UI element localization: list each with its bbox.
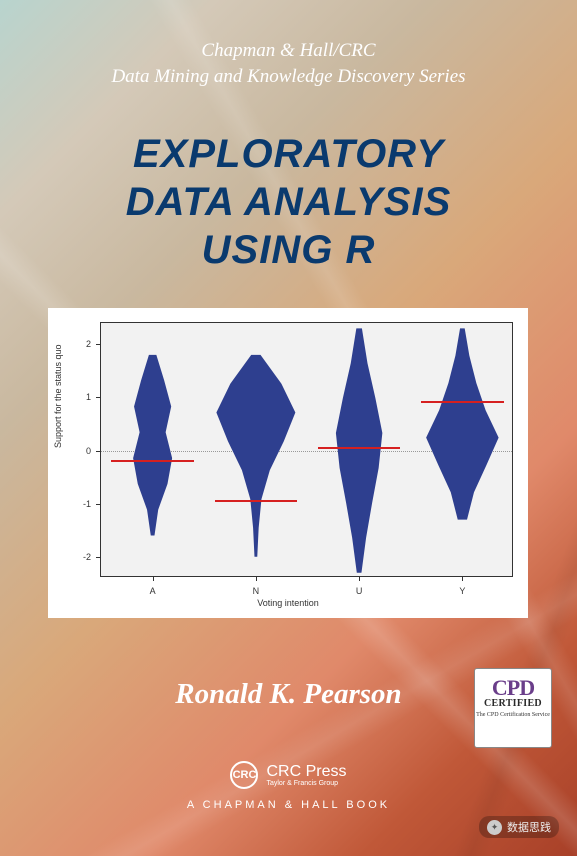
y-tick-label: -2 (83, 552, 91, 562)
violin-shape (101, 323, 514, 578)
y-tick-label: -1 (83, 499, 91, 509)
x-tick-label: A (150, 586, 156, 596)
wechat-icon: ✦ (487, 820, 502, 835)
x-tick-label: Y (459, 586, 465, 596)
crc-logo-circle: CRC (230, 761, 258, 789)
chart-xlabel: Voting intention (48, 598, 528, 608)
watermark-label: 数据思践 (507, 819, 551, 835)
taylor-francis-label: Taylor & Francis Group (266, 780, 346, 787)
cpd-badge: CPD CERTIFIED The CPD Certification Serv… (474, 668, 552, 748)
series-line-2: Data Mining and Knowledge Discovery Seri… (0, 66, 577, 88)
series-line-1: Chapman & Hall/CRC (0, 40, 577, 62)
title-line-1: EXPLORATORY (0, 130, 577, 178)
median-line (421, 401, 504, 403)
publisher-block: CRC CRC Press Taylor & Francis Group A C… (0, 761, 577, 811)
violin-chart: Support for the status quo Voting intent… (48, 308, 528, 618)
chapman-hall-label: A CHAPMAN & HALL BOOK (0, 799, 577, 811)
chart-ylabel: Support for the status quo (53, 344, 63, 448)
series-header: Chapman & Hall/CRC Data Mining and Knowl… (0, 40, 577, 88)
y-tick-label: 0 (86, 446, 91, 456)
x-tick-label: U (356, 586, 363, 596)
wechat-watermark: ✦ 数据思践 (479, 816, 559, 838)
cpd-subtitle: The CPD Certification Service (475, 712, 551, 719)
book-title: EXPLORATORY DATA ANALYSIS USING R (0, 130, 577, 274)
x-tick-label: N (253, 586, 260, 596)
y-tick-label: 2 (86, 339, 91, 349)
chart-plot-area: -2-1012ANUY (100, 322, 513, 577)
cpd-certified-label: CERTIFIED (475, 698, 551, 709)
y-tick-label: 1 (86, 392, 91, 402)
crc-press-label: CRC Press (266, 764, 346, 780)
crc-press-row: CRC CRC Press Taylor & Francis Group (230, 761, 346, 789)
crc-text: CRC Press Taylor & Francis Group (266, 764, 346, 787)
title-line-2: DATA ANALYSIS (0, 178, 577, 226)
cover-content: Chapman & Hall/CRC Data Mining and Knowl… (0, 0, 577, 856)
title-line-3: USING R (0, 226, 577, 274)
